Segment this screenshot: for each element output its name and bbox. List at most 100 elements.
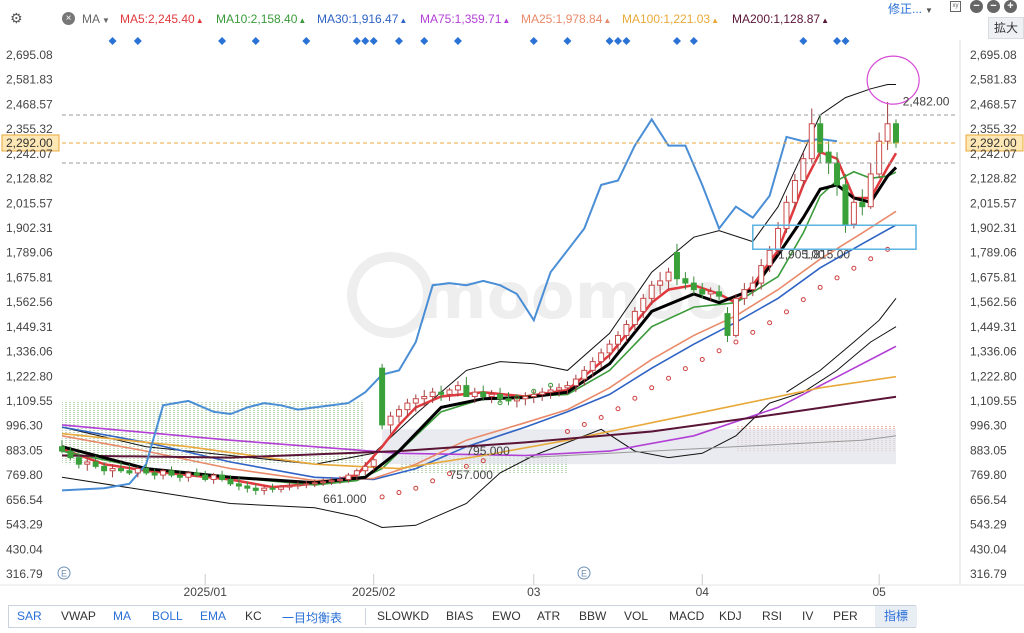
- indicator-tab-macd[interactable]: MACD: [669, 609, 705, 623]
- tab-divider: [365, 608, 366, 625]
- candle-body: [488, 393, 495, 398]
- sar-dot: [430, 478, 436, 484]
- up-arrow-icon: ▲: [821, 16, 829, 25]
- candle-body: [791, 179, 798, 203]
- candle-body: [92, 461, 99, 467]
- y-tick-label-right: 316.79: [970, 567, 1007, 581]
- indicator-tab-bias[interactable]: BIAS: [446, 609, 474, 623]
- indicator-tab-rsi[interactable]: RSI: [762, 609, 783, 623]
- indicator-settings-button[interactable]: 指標: [875, 606, 917, 627]
- expand-button[interactable]: 拡大: [988, 17, 1024, 39]
- indicator-tab-vwap[interactable]: VWAP: [61, 609, 96, 623]
- sar-dot: [851, 265, 857, 271]
- candle-body: [101, 465, 108, 472]
- sar-dot: [598, 414, 604, 420]
- y-tick-label-right: 769.80: [970, 468, 1007, 482]
- indicator-tab-slowkd[interactable]: SLOWKD: [377, 609, 430, 623]
- candle-body: [842, 184, 849, 225]
- candle-body: [75, 457, 82, 465]
- ma-legend-item: MA100:1,221.03▲: [622, 12, 719, 26]
- y-tick-label-right: 1,222.80: [970, 369, 1017, 383]
- watermark-logo-icon: [347, 252, 433, 338]
- candle-body: [303, 483, 310, 486]
- signal-diamond: [251, 37, 260, 45]
- gear-icon[interactable]: ⚙: [10, 10, 23, 26]
- candle-body: [337, 478, 343, 482]
- candle-body: [707, 291, 714, 295]
- indicator-tab-ema[interactable]: EMA: [200, 609, 227, 623]
- indicator-tab-vol[interactable]: VOL: [624, 609, 649, 623]
- signal-diamond: [302, 37, 311, 45]
- indicator-tab-per[interactable]: PER: [833, 609, 858, 623]
- up-arrow-icon: ▲: [603, 16, 612, 25]
- ma-line-ma200: [61, 395, 897, 459]
- x-tick-label: 05: [872, 585, 886, 599]
- ma-legend-item: MA5:2,245.40▲: [120, 12, 204, 26]
- candle-body: [808, 123, 815, 160]
- candle-body: [859, 201, 866, 208]
- x-tick-label: 2025/01: [184, 585, 228, 599]
- candle-body: [134, 468, 141, 474]
- candle-body: [185, 472, 192, 478]
- zoom-out-icon[interactable]: −: [970, 0, 983, 13]
- indicator-tab-boll[interactable]: BOLL: [152, 609, 183, 623]
- candle-body: [395, 409, 402, 417]
- signal-diamond: [352, 37, 361, 45]
- y-tick-label-right: 2,128.82: [970, 172, 1017, 186]
- candle-body: [775, 228, 782, 251]
- candle-body: [657, 280, 664, 286]
- signal-diamond: [369, 37, 378, 45]
- candle-body: [581, 369, 588, 380]
- signal-diamond: [133, 37, 142, 45]
- y-tick-label-left: 656.54: [6, 493, 43, 507]
- sar-dot: [463, 463, 469, 469]
- price-chart[interactable]: moomoo 2,292.00 2,292.00 2,482.00 661.000 1,…: [0, 0, 1024, 600]
- zoom-in-icon[interactable]: +: [1004, 0, 1017, 13]
- indicator-tab-kc[interactable]: KC: [245, 609, 262, 623]
- candle-body: [294, 484, 301, 487]
- candle-body: [387, 415, 394, 426]
- x-tick-label: 03: [527, 585, 541, 599]
- watermark: moomoo: [347, 252, 729, 338]
- candle-body: [67, 450, 74, 459]
- sar-dot: [750, 329, 756, 335]
- candle-body: [539, 391, 546, 395]
- signal-diamond: [453, 37, 462, 45]
- candle-body: [278, 486, 285, 490]
- adjust-select[interactable]: 修正... ▼: [888, 2, 933, 16]
- indicator-tab-kdj[interactable]: KDJ: [719, 609, 742, 623]
- candle-body: [261, 487, 268, 491]
- candle-body: [623, 324, 630, 336]
- candle-body: [724, 313, 731, 336]
- candle-body: [59, 446, 65, 452]
- candle-body: [210, 474, 217, 480]
- signal-diamond: [689, 37, 698, 45]
- close-icon[interactable]: ×: [62, 12, 75, 25]
- signal-diamond: [672, 37, 681, 45]
- up-arrow-icon: ▲: [399, 16, 408, 25]
- chevron-down-icon: ▼: [102, 16, 110, 25]
- indicator-tab-sar[interactable]: SAR: [17, 609, 42, 623]
- ma-type-select[interactable]: MA ▼: [82, 12, 110, 26]
- indicator-tab-一目均衡表[interactable]: 一目均衡表: [282, 611, 343, 625]
- y-tick-label-right: 883.05: [970, 443, 1007, 457]
- candle-body: [109, 468, 116, 472]
- annotation-label: 2,482.00: [903, 94, 950, 108]
- indicator-tab-iv[interactable]: IV: [802, 609, 814, 623]
- signal-diamond: [622, 37, 631, 45]
- candle-body: [421, 396, 428, 400]
- y-tick-label-left: 316.79: [6, 567, 43, 581]
- y-tick-label-left: 430.04: [6, 542, 43, 556]
- candle-body: [606, 343, 613, 354]
- indicator-tab-atr[interactable]: ATR: [537, 609, 561, 623]
- candle-body: [429, 391, 436, 398]
- indicator-tab-ewo[interactable]: EWO: [492, 609, 521, 623]
- indicator-tab-bbw[interactable]: BBW: [579, 609, 607, 623]
- log-scale-icon[interactable]: xy: [950, 1, 961, 12]
- annotation-label: 1,815.00: [803, 248, 850, 262]
- indicator-tab-ma[interactable]: MA: [113, 609, 131, 623]
- signal-diamond: [218, 37, 227, 45]
- y-axis: 2,695.08 2,695.08 2,581.83 2,581.83 2,468.57…: [6, 48, 1017, 581]
- sar-dot: [733, 339, 739, 345]
- minimize-icon[interactable]: −: [987, 0, 1000, 13]
